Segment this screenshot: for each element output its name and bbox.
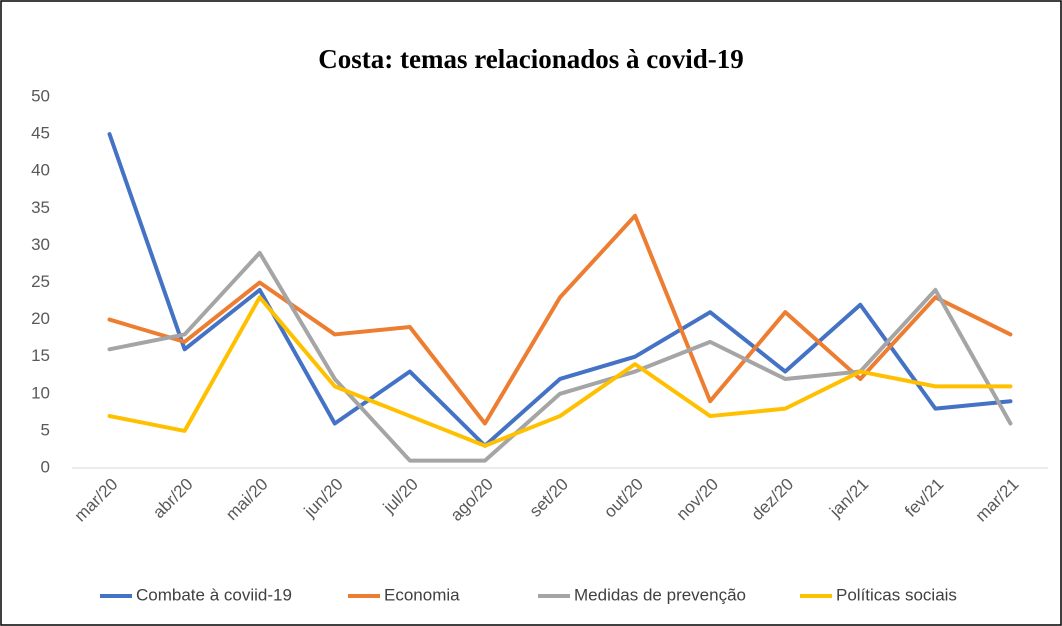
y-tick-label: 30 — [31, 235, 50, 254]
y-tick-label: 10 — [31, 383, 50, 402]
y-tick-label: 25 — [31, 272, 50, 291]
legend-label: Políticas sociais — [836, 585, 957, 604]
series-line — [107, 213, 1013, 426]
y-tick-label: 45 — [31, 124, 50, 143]
y-tick-label: 50 — [31, 86, 50, 105]
y-tick-label: 20 — [31, 309, 50, 328]
legend-label: Medidas de prevenção — [574, 585, 746, 604]
y-tick-label: 35 — [31, 198, 50, 217]
series-line — [107, 132, 1013, 448]
y-tick-label: 15 — [31, 346, 50, 365]
chart-title: Costa: temas relacionados à covid-19 — [318, 44, 743, 74]
legend-label: Economia — [384, 585, 460, 604]
legend-label: Combate à coviid-19 — [136, 585, 292, 604]
y-tick-label: 0 — [41, 457, 50, 476]
y-tick-label: 40 — [31, 161, 50, 180]
y-tick-label: 5 — [41, 420, 50, 439]
series-line — [107, 295, 1013, 448]
